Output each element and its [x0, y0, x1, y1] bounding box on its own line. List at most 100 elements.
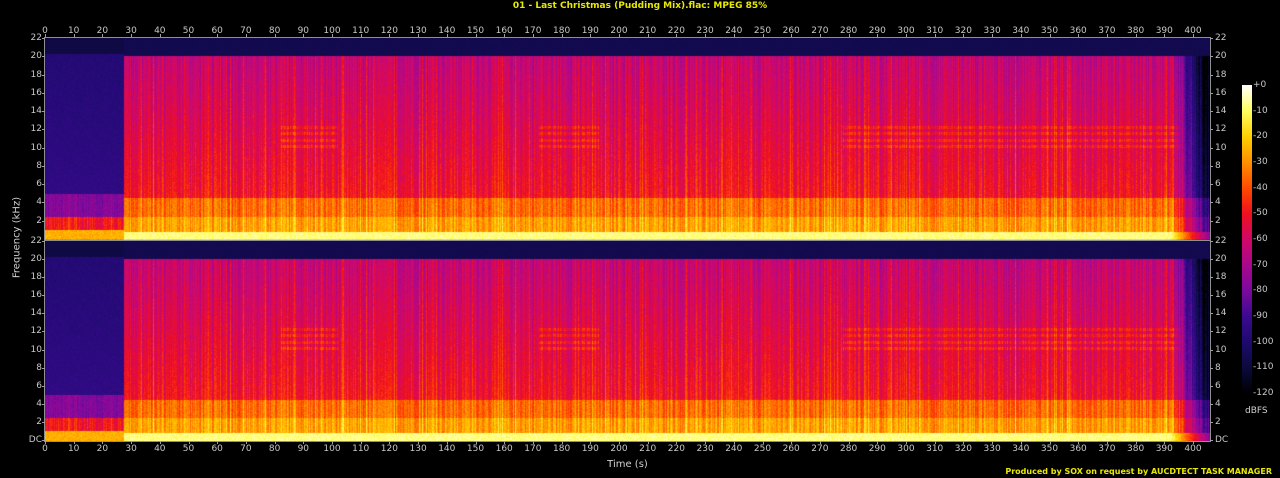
- y-tick-label-left: 10: [30, 344, 42, 355]
- y-tick-label-right: 22: [1215, 236, 1227, 246]
- x-tick-mark: [1106, 441, 1108, 444]
- y-tick-mark: [1210, 349, 1213, 351]
- x-tick-mark: [619, 34, 620, 37]
- y-tick-mark: [42, 421, 45, 423]
- x-tick-label-bottom: 110: [352, 444, 370, 454]
- x-tick-label-top: 220: [667, 26, 685, 36]
- colorbar-tick-label: -20: [1253, 131, 1268, 142]
- x-tick-label-top: 180: [553, 26, 571, 36]
- footer-credit: Produced by SOX on request by AUCDTECT T…: [1005, 467, 1272, 476]
- x-tick-label-bottom: 380: [1127, 444, 1145, 454]
- x-tick-mark: [590, 441, 592, 444]
- x-tick-mark: [791, 441, 793, 444]
- x-tick-mark: [992, 441, 994, 444]
- x-tick-mark: [561, 441, 563, 444]
- x-tick-label-top: 110: [352, 26, 370, 36]
- x-tick-mark: [245, 34, 247, 37]
- y-tick-mark: [42, 331, 45, 333]
- x-tick-mark: [303, 441, 305, 444]
- colorbar-tick-label: -40: [1253, 182, 1268, 193]
- chart-title: 01 - Last Christmas (Pudding Mix).flac: …: [512, 1, 768, 11]
- x-tick-mark: [676, 34, 678, 37]
- x-tick-label-top: 380: [1127, 26, 1145, 36]
- y-tick-mark: [42, 92, 45, 94]
- x-tick-label-bottom: 320: [954, 444, 972, 454]
- y-tick-label-left: 20: [30, 51, 42, 62]
- x-tick-label-top: 100: [323, 26, 341, 36]
- y-tick-label-right: 2: [1215, 215, 1221, 226]
- y-tick-mark: [42, 349, 45, 351]
- x-tick-label-top: 190: [581, 26, 599, 36]
- colorbar-tick-label: -110: [1253, 362, 1274, 373]
- y-tick-mark: [1210, 220, 1213, 222]
- x-tick-label-bottom: 150: [466, 444, 485, 454]
- x-tick-mark: [1078, 34, 1080, 37]
- y-tick-label-left: 8: [36, 362, 42, 373]
- x-tick-mark: [217, 34, 219, 37]
- x-tick-label-bottom: 290: [868, 444, 886, 454]
- x-tick-mark: [819, 34, 821, 37]
- colorbar-tick-label: -50: [1253, 208, 1268, 219]
- x-tick-label-top: 310: [926, 26, 944, 36]
- x-tick-mark: [1020, 34, 1022, 37]
- x-tick-label-top: 130: [409, 26, 427, 36]
- x-tick-mark: [1193, 441, 1194, 444]
- x-tick-mark: [963, 441, 965, 444]
- x-tick-mark: [1106, 34, 1108, 37]
- spectrogram-plot: [45, 37, 1210, 441]
- x-tick-mark: [819, 441, 821, 444]
- x-tick-label-top: 320: [954, 26, 972, 36]
- x-tick-label-bottom: 190: [581, 444, 599, 454]
- x-tick-label-bottom: 340: [1012, 444, 1030, 454]
- x-tick-label-bottom: 90: [297, 444, 310, 454]
- y-tick-mark: [1210, 74, 1213, 76]
- y-tick-mark: [42, 38, 45, 39]
- y-tick-label-left: DC: [28, 435, 42, 445]
- y-tick-label-left: 2: [36, 416, 42, 427]
- x-tick-label-bottom: 210: [639, 444, 657, 454]
- y-tick-mark: [1210, 147, 1213, 149]
- x-tick-label-top: 250: [753, 26, 772, 36]
- x-tick-label-bottom: 160: [495, 444, 513, 454]
- y-tick-mark: [1210, 184, 1213, 186]
- x-tick-label-top: 150: [466, 26, 485, 36]
- x-tick-label-bottom: 80: [268, 444, 281, 454]
- y-tick-mark: [42, 403, 45, 405]
- x-tick-mark: [1078, 441, 1080, 444]
- x-tick-mark: [389, 441, 391, 444]
- y-tick-label-right: 6: [1215, 380, 1221, 391]
- y-tick-label-right: 2: [1215, 416, 1221, 427]
- x-tick-label-top: 360: [1069, 26, 1087, 36]
- x-tick-label-bottom: 10: [67, 444, 80, 454]
- colorbar-tick-label: -60: [1253, 234, 1268, 244]
- x-tick-label-bottom: 240: [725, 444, 743, 454]
- y-tick-label-left: 8: [36, 160, 42, 171]
- y-tick-label-right: 20: [1215, 51, 1227, 62]
- x-tick-mark: [532, 34, 534, 37]
- x-tick-mark: [934, 34, 936, 37]
- y-tick-label-right: 22: [1215, 33, 1227, 43]
- colorbar-tick-label: -120: [1253, 388, 1274, 398]
- x-tick-mark: [332, 34, 333, 37]
- y-tick-label-left: 4: [36, 197, 42, 208]
- colorbar-tick-label: +0: [1253, 80, 1267, 90]
- x-tick-label-top: 300: [897, 26, 915, 36]
- y-tick-mark: [42, 147, 45, 149]
- x-tick-mark: [159, 34, 161, 37]
- y-tick-mark: [1210, 421, 1213, 423]
- x-tick-label-bottom: 70: [240, 444, 252, 454]
- y-tick-mark: [42, 220, 45, 222]
- y-tick-mark: [42, 440, 45, 441]
- x-tick-mark: [73, 441, 75, 444]
- x-tick-mark: [791, 34, 793, 37]
- x-tick-label-bottom: 250: [753, 444, 772, 454]
- y-tick-label-left: 12: [30, 326, 42, 337]
- x-tick-mark: [1193, 34, 1194, 37]
- x-tick-label-top: 280: [840, 26, 858, 36]
- x-tick-label-top: 70: [240, 26, 252, 36]
- y-tick-label-left: 12: [30, 124, 42, 135]
- x-axis-label: Time (s): [607, 459, 648, 470]
- x-tick-label-top: 140: [438, 26, 456, 36]
- y-tick-label-left: 14: [30, 106, 42, 117]
- y-tick-label-left: 10: [30, 142, 42, 153]
